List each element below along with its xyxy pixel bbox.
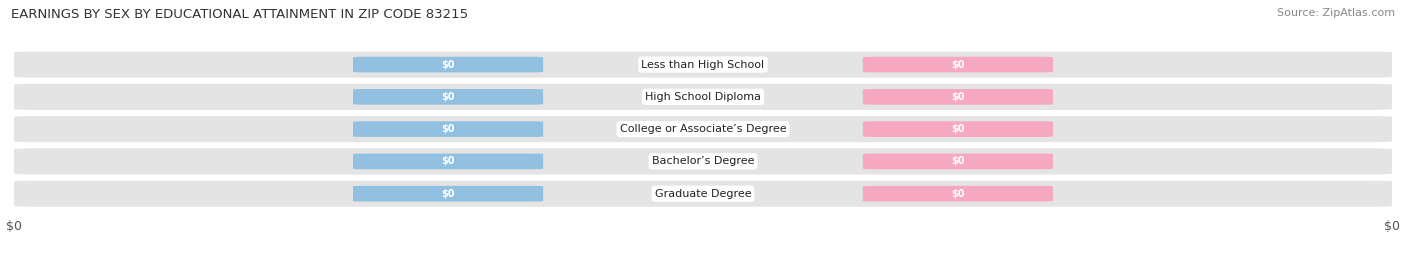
FancyBboxPatch shape: [353, 186, 543, 201]
FancyBboxPatch shape: [863, 57, 1053, 72]
Text: $0: $0: [950, 59, 965, 70]
Text: Less than High School: Less than High School: [641, 59, 765, 70]
FancyBboxPatch shape: [863, 154, 1053, 169]
FancyBboxPatch shape: [14, 51, 1392, 78]
Text: $0: $0: [950, 124, 965, 134]
Legend: Male, Female: Male, Female: [633, 264, 773, 269]
Text: $0: $0: [441, 92, 456, 102]
FancyBboxPatch shape: [353, 57, 543, 72]
Text: High School Diploma: High School Diploma: [645, 92, 761, 102]
Text: $0: $0: [950, 156, 965, 167]
Text: $0: $0: [441, 156, 456, 167]
Text: $0: $0: [441, 189, 456, 199]
Text: College or Associate’s Degree: College or Associate’s Degree: [620, 124, 786, 134]
Text: $0: $0: [950, 92, 965, 102]
Text: Source: ZipAtlas.com: Source: ZipAtlas.com: [1277, 8, 1395, 18]
Text: EARNINGS BY SEX BY EDUCATIONAL ATTAINMENT IN ZIP CODE 83215: EARNINGS BY SEX BY EDUCATIONAL ATTAINMEN…: [11, 8, 468, 21]
Text: $0: $0: [950, 189, 965, 199]
Text: $0: $0: [441, 59, 456, 70]
Text: Bachelor’s Degree: Bachelor’s Degree: [652, 156, 754, 167]
Text: $0: $0: [441, 124, 456, 134]
FancyBboxPatch shape: [863, 121, 1053, 137]
Text: Graduate Degree: Graduate Degree: [655, 189, 751, 199]
FancyBboxPatch shape: [14, 148, 1392, 175]
FancyBboxPatch shape: [353, 121, 543, 137]
FancyBboxPatch shape: [863, 89, 1053, 105]
FancyBboxPatch shape: [863, 186, 1053, 201]
FancyBboxPatch shape: [14, 84, 1392, 110]
FancyBboxPatch shape: [353, 89, 543, 105]
FancyBboxPatch shape: [14, 116, 1392, 142]
FancyBboxPatch shape: [353, 154, 543, 169]
FancyBboxPatch shape: [14, 180, 1392, 207]
